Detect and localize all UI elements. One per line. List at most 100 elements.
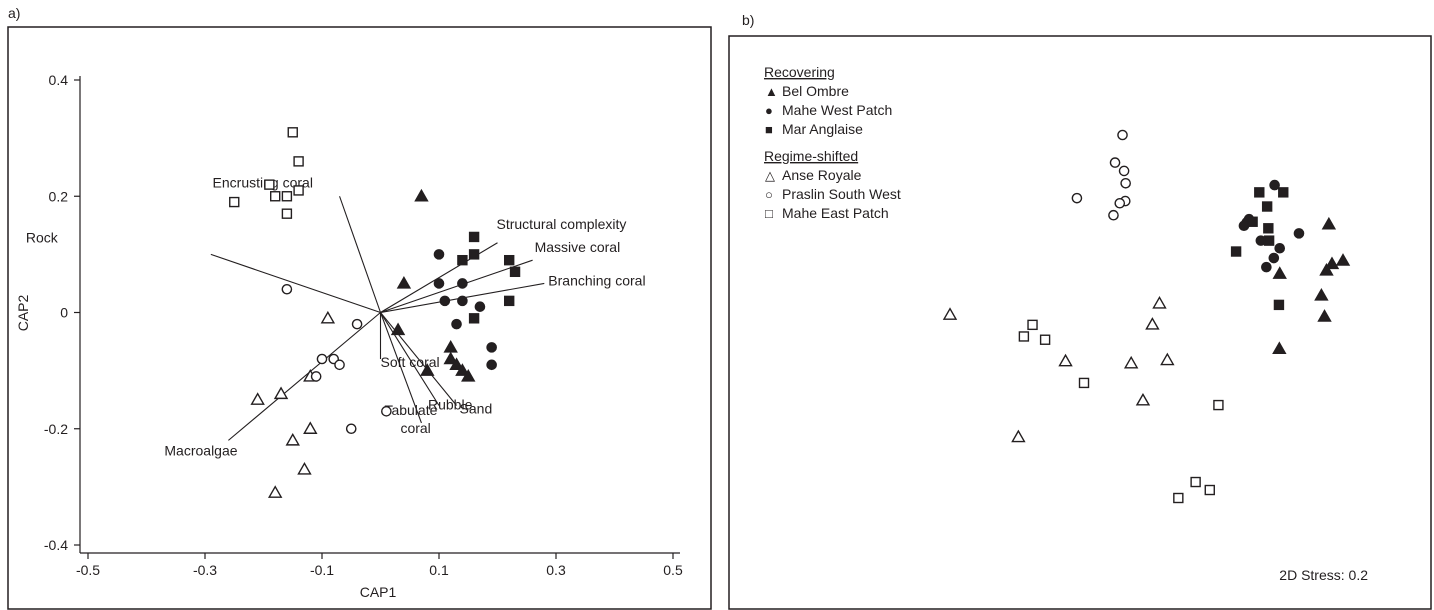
point-bel-ombre	[455, 363, 470, 376]
point-mahe-east-patch	[281, 208, 293, 219]
legend-label-mahe-east-patch: Mahe East Patch	[782, 205, 889, 221]
point-mahe-west-patch	[457, 295, 468, 307]
point-mahe-east-patch	[1039, 334, 1051, 345]
point-mar-anglaise	[1230, 246, 1242, 257]
panel-b: Recovering ▲ Bel Ombre ● Mahe West Patch ■ Mar…	[728, 35, 1432, 610]
vector-label-sand: Sand	[460, 401, 493, 417]
legend-label-praslin-south-west: Praslin South West	[782, 186, 901, 202]
point-mahe-east-patch	[1213, 399, 1224, 411]
point-bel-ombre	[396, 276, 412, 289]
panel-a-label: a)	[8, 5, 21, 21]
point-anse-royale	[303, 421, 318, 434]
vector-label-macroalgae: Macroalgae	[164, 442, 237, 458]
point-praslin-south-west	[1120, 177, 1131, 189]
point-mahe-west-patch	[451, 318, 462, 330]
legend-label-bel-ombre: Bel Ombre	[782, 83, 849, 99]
point-praslin-south-west	[1114, 197, 1126, 209]
y-tick-label: -0.4	[44, 537, 68, 553]
x-tick-label: -0.3	[193, 562, 217, 578]
panel-b-label: b)	[742, 12, 755, 28]
vector-label-massive-coral: Massive coral	[535, 239, 621, 255]
point-bel-ombre	[420, 363, 435, 376]
vector-label-rock: Rock	[26, 229, 59, 245]
point-anse-royale	[1123, 355, 1139, 369]
point-mahe-east-patch	[1173, 492, 1184, 504]
point-praslin-south-west	[281, 283, 293, 295]
point-bel-ombre	[1317, 309, 1332, 322]
point-mar-anglaise	[504, 295, 515, 307]
point-bel-ombre	[1319, 262, 1334, 276]
x-tick-label: 0.5	[663, 562, 683, 578]
point-anse-royale	[273, 386, 289, 400]
point-mahe-west-patch	[486, 359, 497, 371]
point-bel-ombre	[443, 351, 458, 365]
panel-a: -0.5 -0.3 -0.1 0.1 0.3 0.5 0.4 0.2 0 -0.2 -0.4 CAP1…	[7, 26, 712, 610]
series-a-mahe-east-patch	[229, 127, 304, 219]
point-anse-royale	[942, 307, 958, 320]
legend: Recovering ▲ Bel Ombre ● Mahe West Patch ■ Mar…	[764, 64, 901, 221]
point-bel-ombre	[461, 369, 476, 382]
point-anse-royale	[1058, 353, 1073, 367]
point-anse-royale	[297, 462, 312, 475]
point-praslin-south-west	[334, 359, 345, 371]
point-mahe-west-patch	[457, 278, 468, 289]
point-mar-anglaise	[504, 254, 515, 266]
point-mahe-west-patch	[1274, 242, 1286, 254]
point-mar-anglaise	[509, 266, 521, 278]
legend-symbol-bel-ombre: ▲	[765, 84, 778, 99]
series-a-mar-anglaise	[457, 231, 521, 324]
series-a-bel-ombre	[390, 188, 476, 382]
x-axis-title: CAP1	[360, 584, 397, 600]
point-mar-anglaise	[1263, 235, 1275, 246]
legend-label-mar-anglaise: Mar Anglaise	[782, 121, 863, 137]
y-tick-label: 0.2	[49, 188, 69, 204]
point-mahe-east-patch	[1190, 476, 1201, 488]
vector-label-encrusting-coral: Encrusting coral	[213, 174, 313, 190]
series-b-anse-royale	[942, 296, 1175, 443]
point-anse-royale	[1011, 429, 1026, 443]
point-mahe-west-patch	[1261, 261, 1272, 273]
y-axis-title: CAP2	[15, 295, 31, 332]
point-mar-anglaise	[1261, 201, 1273, 212]
x-tick-label: -0.5	[76, 562, 100, 578]
vector-label-structural-complexity: Structural complexity	[497, 216, 627, 232]
point-mahe-west-patch	[1269, 179, 1280, 191]
point-anse-royale	[285, 432, 300, 446]
point-mahe-east-patch	[1027, 319, 1038, 331]
vector-label-rubble: Rubble	[428, 397, 473, 413]
vector-sand	[380, 312, 457, 406]
point-mahe-east-patch	[287, 127, 298, 138]
point-mar-anglaise	[1247, 216, 1258, 227]
legend-label-anse-royale: Anse Royale	[782, 167, 862, 183]
point-mahe-east-patch	[1018, 331, 1030, 342]
series-b-mahe-east-patch	[1018, 319, 1224, 504]
stress-annotation: 2D Stress: 0.2	[1279, 567, 1368, 583]
point-bel-ombre	[1335, 253, 1351, 266]
legend-symbol-anse-royale: △	[765, 168, 775, 183]
series-a-mahe-west-patch	[433, 249, 497, 371]
x-tick-label: -0.1	[310, 562, 334, 578]
legend-symbol-mahe-east-patch: □	[765, 206, 773, 221]
point-mahe-east-patch	[229, 196, 240, 208]
point-mahe-east-patch	[281, 191, 293, 202]
y-tick-label: -0.2	[44, 421, 68, 437]
point-mahe-west-patch	[474, 301, 486, 312]
point-praslin-south-west	[310, 371, 322, 382]
point-mar-anglaise	[468, 313, 480, 324]
point-mar-anglaise	[1254, 187, 1265, 198]
point-praslin-south-west	[1118, 165, 1130, 177]
series-a-praslin-south-west	[281, 283, 392, 435]
point-mahe-west-patch	[1293, 228, 1305, 239]
series-b-praslin-south-west	[1071, 129, 1131, 221]
y-tick-label: 0	[60, 305, 68, 321]
panel-a-frame	[7, 26, 712, 610]
vector-label-tabulate-coral: Tabulate coral	[384, 402, 437, 436]
point-praslin-south-west	[1108, 209, 1119, 221]
vector-macroalgae	[228, 312, 381, 441]
legend-heading-regime-shifted: Regime-shifted	[764, 148, 858, 164]
point-mahe-west-patch	[486, 342, 497, 353]
panel-b-frame	[728, 35, 1432, 610]
point-anse-royale	[1135, 392, 1151, 406]
point-anse-royale	[1145, 317, 1160, 330]
